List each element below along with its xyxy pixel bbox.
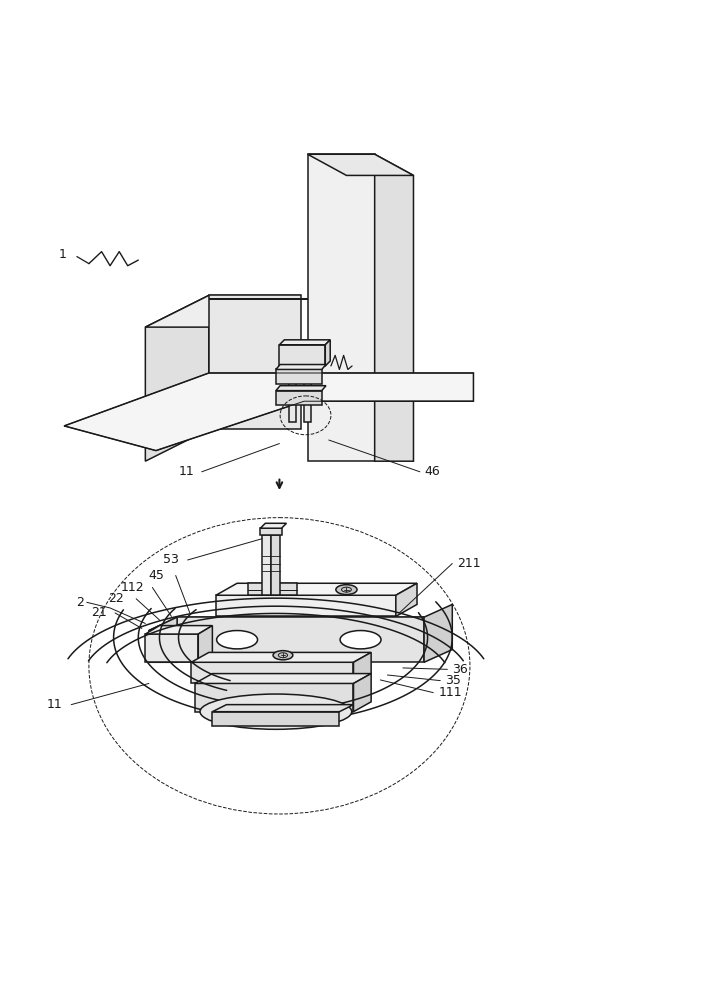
Polygon shape [212,712,339,726]
Polygon shape [354,652,371,683]
Polygon shape [308,154,375,461]
Polygon shape [149,617,424,631]
Polygon shape [64,373,474,451]
Polygon shape [260,523,286,528]
Polygon shape [308,154,414,175]
Polygon shape [146,295,209,461]
Polygon shape [216,583,417,595]
Polygon shape [288,341,296,422]
Polygon shape [304,341,311,422]
Text: 22: 22 [108,592,124,605]
Polygon shape [424,604,452,662]
Text: 21: 21 [91,606,107,619]
Text: 36: 36 [452,663,468,676]
Text: 112: 112 [121,581,144,594]
Polygon shape [325,340,330,366]
Polygon shape [191,662,354,683]
Text: 35: 35 [445,674,461,687]
Polygon shape [216,595,396,616]
Text: 46: 46 [424,465,440,478]
Ellipse shape [273,651,293,660]
Ellipse shape [216,631,257,649]
Polygon shape [149,617,177,662]
Polygon shape [354,674,371,712]
Polygon shape [276,386,326,391]
Polygon shape [198,626,212,662]
Ellipse shape [336,585,357,595]
Polygon shape [146,295,300,327]
Polygon shape [276,369,322,384]
Polygon shape [396,583,417,616]
Text: 1: 1 [59,248,67,261]
Polygon shape [279,340,330,345]
Ellipse shape [340,631,381,649]
Polygon shape [177,617,424,662]
Text: 2: 2 [76,596,84,609]
Polygon shape [146,626,212,634]
Text: 45: 45 [149,569,165,582]
Polygon shape [194,683,354,712]
Polygon shape [271,535,280,595]
Text: 111: 111 [438,686,462,699]
Polygon shape [191,652,371,662]
Polygon shape [276,391,322,405]
Text: 11: 11 [47,698,62,711]
Polygon shape [146,634,198,662]
Polygon shape [247,583,297,595]
Polygon shape [260,528,281,535]
Text: 53: 53 [163,553,179,566]
Ellipse shape [200,694,352,729]
Polygon shape [194,674,371,683]
Polygon shape [279,345,325,366]
Polygon shape [276,365,326,369]
Polygon shape [375,154,414,461]
Polygon shape [262,535,271,595]
Polygon shape [212,705,354,712]
Text: 11: 11 [178,465,194,478]
Polygon shape [209,295,300,429]
Text: 211: 211 [457,557,481,570]
